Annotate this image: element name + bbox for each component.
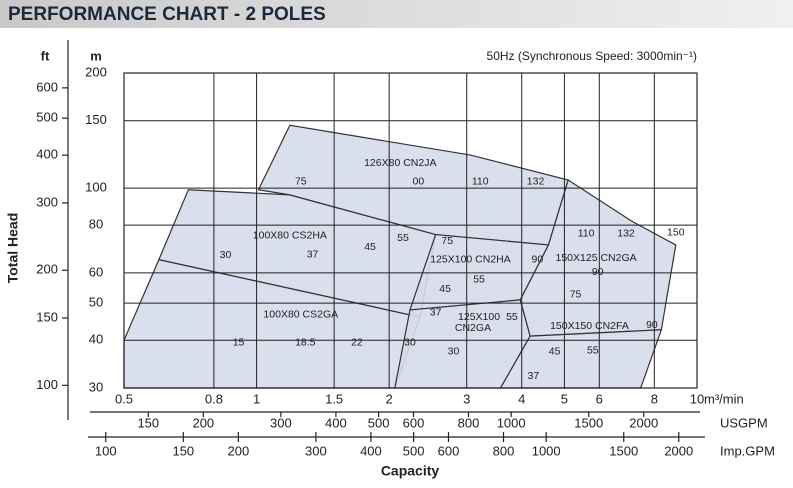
x2-tick-label: 2000 — [629, 415, 658, 430]
x2-tick-label: 300 — [270, 415, 292, 430]
x-tick-label: 8 — [651, 391, 658, 406]
x2-tick-label: 500 — [368, 415, 390, 430]
annotation: 55 — [397, 232, 409, 244]
y-tick-label: 40 — [89, 332, 103, 347]
annotation: 30 — [220, 249, 232, 261]
annotation: 55 — [587, 344, 599, 356]
y-tick-label: 50 — [89, 295, 103, 310]
x3-tick-label: 2000 — [664, 443, 693, 458]
x3-tick-label: 1000 — [532, 443, 561, 458]
annotation: 45 — [364, 241, 376, 253]
annotation: 90 — [531, 253, 543, 265]
x-tick-label: 10 — [690, 391, 704, 406]
annotation: 110 — [472, 175, 489, 187]
title-bar — [0, 0, 793, 28]
annotation: 100X80 CS2HA — [253, 230, 327, 242]
annotation: 37 — [307, 248, 319, 260]
x2-tick-label: 400 — [325, 415, 347, 430]
annotation: 22 — [351, 337, 363, 349]
annotation: 126X80 CN2JA — [364, 157, 436, 169]
y-tick-label: 80 — [89, 217, 103, 232]
y2-tick-label: 400 — [36, 147, 58, 162]
annotation: 55 — [473, 273, 485, 285]
y-axis-label: Total Head — [5, 213, 21, 284]
annotation: 132 — [527, 175, 545, 187]
annotation: CN2GA — [455, 322, 491, 334]
subtitle: 50Hz (Synchronous Speed: 3000min⁻¹) — [487, 49, 697, 63]
x3-tick-label: 1500 — [609, 443, 638, 458]
y-tick-label: 30 — [89, 379, 103, 394]
x-tick-label: 3 — [463, 391, 470, 406]
x2-tick-label: 200 — [192, 415, 214, 430]
annotation: 37 — [430, 307, 442, 319]
annotation: 55 — [506, 311, 518, 323]
x-tick-label: 0.8 — [205, 391, 223, 406]
annotation: 15 — [233, 337, 245, 349]
x-tick-label: 1 — [253, 391, 260, 406]
y-tick-label: 150 — [85, 112, 107, 127]
x3-tick-label: 600 — [438, 443, 460, 458]
annotation: 125X100 — [458, 311, 500, 323]
annotation: 132 — [617, 227, 635, 239]
x2-tick-label: 800 — [458, 415, 480, 430]
x-tick-label: 4 — [518, 391, 525, 406]
y2-tick-label: 150 — [36, 309, 58, 324]
y2-tick-label: 200 — [36, 262, 58, 277]
x-axis-label: Capacity — [381, 463, 440, 479]
x3-tick-label: 300 — [305, 443, 327, 458]
x-tick-label: 1.5 — [325, 391, 343, 406]
x-tick-label: 0.5 — [115, 391, 133, 406]
x3-tick-label: 150 — [172, 443, 194, 458]
annotation: 100X80 CS2GA — [263, 308, 338, 320]
x-unit: m³/min — [704, 391, 744, 406]
annotation: 90 — [646, 319, 658, 331]
x-tick-label: 6 — [596, 391, 603, 406]
plot-frame — [123, 72, 698, 389]
annotation: 150X125 CN2GA — [556, 252, 637, 264]
x3-tick-label: 500 — [403, 443, 425, 458]
annotation: 75 — [441, 235, 453, 247]
y2-tick-label: 500 — [36, 110, 58, 125]
annotation: 125X100 CN2HA — [430, 253, 511, 265]
annotation: 00 — [413, 175, 425, 187]
y-tick-label: 100 — [85, 180, 107, 195]
annotation: 18.5 — [295, 337, 316, 349]
y2-unit: ft — [41, 48, 50, 63]
x3-tick-label: 800 — [493, 443, 515, 458]
annotation: 150X150 CN2FA — [550, 320, 629, 332]
y2-tick-label: 600 — [36, 79, 58, 94]
x3-unit: Imp.GPM — [720, 443, 775, 458]
annotation: 75 — [570, 289, 582, 301]
y-tick-label: 60 — [89, 264, 103, 279]
y-unit: m — [90, 48, 102, 63]
x-tick-label: 2 — [386, 391, 393, 406]
annotation: 45 — [439, 283, 451, 295]
y2-tick-label: 300 — [36, 194, 58, 209]
y-tick-label: 200 — [85, 64, 107, 79]
x2-tick-label: 600 — [403, 415, 425, 430]
annotation: 37 — [527, 370, 539, 382]
annotation: 75 — [295, 175, 307, 187]
x3-tick-label: 200 — [227, 443, 249, 458]
annotation: 30 — [448, 346, 460, 358]
x-tick-label: 5 — [561, 391, 568, 406]
annotation: 45 — [549, 346, 561, 358]
chart-title: PERFORMANCE CHART - 2 POLES — [8, 4, 326, 25]
x2-tick-label: 1500 — [574, 415, 603, 430]
annotation: 150 — [667, 226, 685, 238]
annotation: 110 — [578, 227, 595, 239]
annotation: 30 — [404, 337, 416, 349]
x2-tick-label: 1000 — [497, 415, 526, 430]
x3-tick-label: 100 — [95, 443, 117, 458]
annotation: 90 — [592, 266, 604, 278]
x3-tick-label: 400 — [360, 443, 382, 458]
x2-unit: USGPM — [720, 415, 768, 430]
x2-tick-label: 150 — [137, 415, 159, 430]
y2-tick-label: 100 — [36, 377, 58, 392]
